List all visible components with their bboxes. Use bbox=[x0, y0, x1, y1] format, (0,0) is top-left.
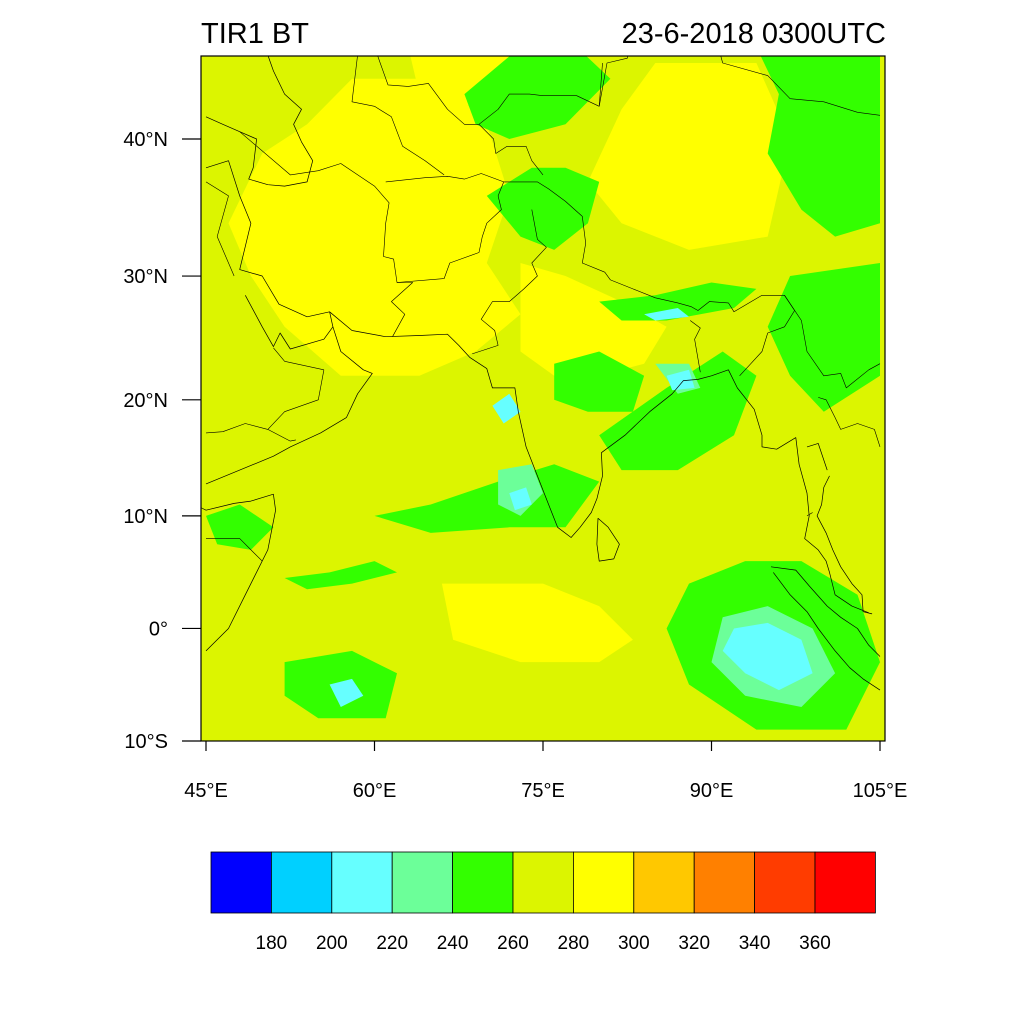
border-line-14 bbox=[201, 507, 207, 511]
lat-tick-label: 40°N bbox=[123, 129, 168, 151]
border-line-2 bbox=[239, 131, 414, 337]
colorbar-label: 200 bbox=[316, 933, 348, 954]
colorbar-swatch bbox=[270, 851, 333, 914]
coastline-10 bbox=[806, 443, 828, 471]
colorbar-label: 320 bbox=[678, 933, 710, 954]
bt-region-cold-mid-india bbox=[554, 351, 645, 412]
temperature-field bbox=[206, 56, 880, 730]
lon-tick-label: 75°E bbox=[521, 780, 565, 802]
map-timestamp: 23-6-2018 0300UTC bbox=[621, 18, 886, 50]
border-line-17 bbox=[351, 56, 445, 176]
coastlines bbox=[205, 56, 881, 691]
coastline-8 bbox=[205, 493, 276, 652]
border-line-11 bbox=[267, 369, 325, 430]
bt-region-warm-tibet-east bbox=[587, 63, 791, 250]
border-line-16 bbox=[377, 56, 603, 125]
colorbar-label: 260 bbox=[497, 933, 529, 954]
colorbar-label: 240 bbox=[437, 933, 469, 954]
border-line-8 bbox=[784, 295, 881, 389]
colorbar-swatch bbox=[693, 851, 756, 914]
border-line-20 bbox=[720, 56, 881, 116]
colorbar: 180 200 220 240 260 280 300 320 340 360 bbox=[210, 851, 876, 954]
colorbar-swatch bbox=[573, 851, 635, 914]
bt-region-cold-bay-bengal bbox=[599, 351, 757, 471]
border-line-7 bbox=[690, 320, 701, 373]
border-line-4 bbox=[503, 181, 611, 281]
border-line-3 bbox=[385, 173, 505, 283]
bt-region-cloudtop-bengal bbox=[666, 369, 695, 391]
coastline-11 bbox=[863, 611, 873, 615]
colorbar-swatch bbox=[754, 851, 816, 914]
bt-region-warm-north-india bbox=[520, 263, 667, 376]
lon-tick-label: 60°E bbox=[353, 780, 397, 802]
lat-tick-label: 0° bbox=[149, 618, 168, 640]
border-line-15 bbox=[206, 538, 263, 562]
coastline-9 bbox=[205, 56, 314, 187]
coastline-5 bbox=[816, 475, 864, 612]
colorbar-swatch bbox=[814, 851, 876, 914]
bt-region-cloudtop-arabian-2 bbox=[509, 487, 532, 511]
country-borders bbox=[201, 56, 881, 562]
lat-tick-label: 10°N bbox=[123, 506, 168, 528]
border-line-18 bbox=[478, 124, 544, 176]
border-line-9 bbox=[818, 397, 881, 447]
longitude-axis: 45°E 60°E 75°E 90°E 105°E bbox=[184, 741, 907, 802]
bt-region-cloudtop-nepal bbox=[644, 308, 689, 321]
border-line-5 bbox=[472, 209, 547, 355]
bt-region-cold-northeast bbox=[760, 56, 880, 237]
coastline-4 bbox=[596, 517, 620, 562]
lon-tick-label: 90°E bbox=[690, 780, 734, 802]
colorbar-swatch bbox=[452, 851, 514, 914]
colorbar-label: 280 bbox=[558, 933, 590, 954]
colorbar-label: 220 bbox=[376, 933, 408, 954]
colorbar-swatch bbox=[633, 851, 695, 914]
coastline-1 bbox=[205, 160, 334, 350]
bt-region-cloudtop-arabian bbox=[492, 393, 521, 424]
colorbar-label: 360 bbox=[799, 933, 831, 954]
colorbar-swatch bbox=[210, 851, 272, 914]
coastline-3 bbox=[329, 311, 869, 614]
lon-tick-label: 45°E bbox=[184, 780, 228, 802]
border-line-6 bbox=[610, 279, 795, 377]
bt-region-cold-somali-band bbox=[284, 561, 397, 590]
lat-tick-label: 10°S bbox=[124, 731, 168, 753]
bt-region-cold-afghanistan bbox=[464, 56, 611, 139]
colorbar-label: 340 bbox=[739, 933, 771, 954]
lat-tick-label: 20°N bbox=[123, 390, 168, 412]
lat-tick-label: 30°N bbox=[123, 266, 168, 288]
bt-region-warm-iran-arabia bbox=[228, 78, 521, 376]
bt-region-cold-himalaya-west bbox=[486, 167, 600, 250]
colorbar-label: 180 bbox=[256, 933, 288, 954]
bt-region-cold-arabian-sea bbox=[374, 464, 600, 533]
colorbar-swatch bbox=[391, 851, 454, 914]
colorbar-swatch bbox=[512, 851, 574, 914]
border-line-19 bbox=[598, 56, 629, 107]
bt-region-warm-equatorial bbox=[441, 583, 633, 663]
border-line-1 bbox=[205, 181, 235, 277]
colorbar-swatch bbox=[331, 851, 393, 914]
border-line-10 bbox=[806, 512, 813, 517]
map-title: TIR1 BT bbox=[201, 18, 309, 50]
coastline-2 bbox=[205, 326, 373, 485]
border-line-12 bbox=[273, 347, 324, 371]
bt-region-cold-china-south bbox=[767, 263, 880, 412]
coastline-7 bbox=[773, 572, 881, 691]
bt-region-cold-nepal-band bbox=[599, 282, 757, 321]
bt-region-cloudtop-indonesia bbox=[722, 622, 813, 691]
lon-tick-label: 105°E bbox=[853, 780, 908, 802]
bt-region-cloudtop-southwest bbox=[329, 678, 364, 707]
latitude-axis: 40°N 30°N 20°N 10°N 0° 10°S bbox=[123, 129, 201, 753]
coastline-6 bbox=[770, 566, 881, 657]
colorbar-label: 300 bbox=[618, 933, 650, 954]
border-line-13 bbox=[205, 423, 296, 442]
